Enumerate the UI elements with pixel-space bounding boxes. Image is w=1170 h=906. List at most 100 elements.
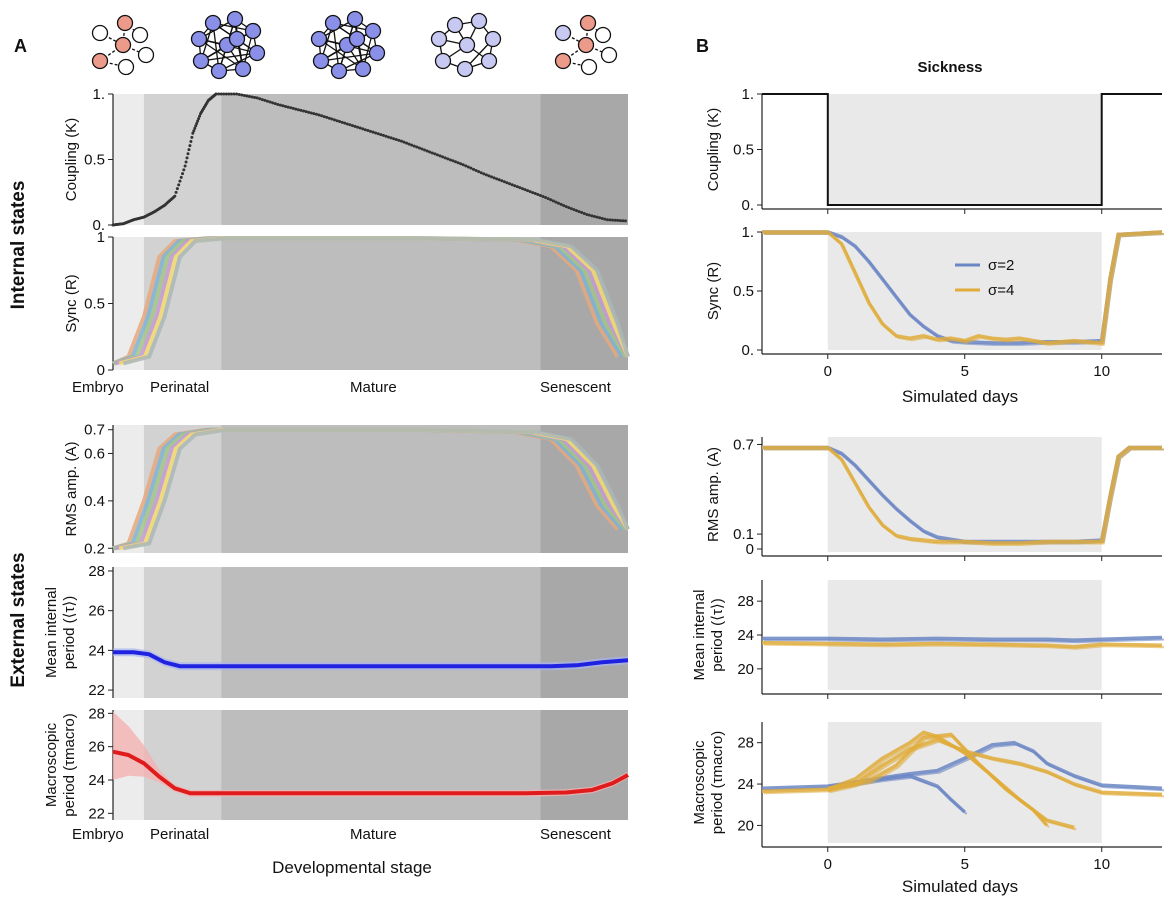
- plot-B-rms: 0.7 0.10 RMS amp. (A): [705, 436, 1164, 561]
- network-node: [430, 30, 448, 48]
- data-point: [484, 173, 488, 177]
- data-point: [559, 202, 563, 206]
- data-point: [528, 190, 532, 194]
- network-edge: [122, 22, 126, 46]
- y-axis-title: Sync (R): [705, 262, 722, 320]
- network-node: [600, 46, 618, 64]
- data-point: [371, 130, 375, 134]
- stage-label-embryo-bottom: Embryo: [72, 826, 124, 843]
- data-point: [240, 93, 244, 97]
- network-node: [324, 14, 342, 32]
- data-point: [263, 98, 267, 102]
- internal-states-label: Internal states: [8, 181, 29, 310]
- y-tick-label: 0.5: [733, 142, 754, 159]
- data-point: [284, 104, 288, 108]
- y-tick-label: 20: [737, 817, 754, 834]
- network-node: [577, 36, 595, 54]
- data-point: [327, 116, 331, 120]
- network-node: [330, 62, 348, 80]
- data-point: [600, 216, 604, 220]
- network-node: [368, 44, 386, 62]
- data-point: [271, 101, 275, 105]
- data-point: [268, 100, 272, 104]
- series-line: [827, 737, 1163, 797]
- sickness-band: [827, 94, 1102, 205]
- data-point: [582, 212, 586, 216]
- data-point: [179, 175, 183, 179]
- data-point: [174, 190, 178, 194]
- panel-b: 1. 0.5 0. Coupling (K) 0 5 10 1. 0.5 0. Sync (R) 0.…: [691, 86, 1165, 873]
- stage-label-mature-bottom: Mature: [350, 826, 397, 843]
- stage-band: [113, 567, 144, 698]
- data-point: [229, 92, 233, 96]
- y-tick-label: 0.5: [733, 283, 754, 300]
- series-line-replicate: [764, 448, 1164, 546]
- data-point: [492, 176, 496, 180]
- data-point: [551, 199, 555, 203]
- data-point: [562, 204, 566, 208]
- data-point: [317, 113, 321, 117]
- y-tick-label: 0.1: [733, 526, 754, 543]
- series-line: [762, 635, 1163, 642]
- network-node: [210, 62, 228, 80]
- data-point: [384, 134, 388, 138]
- data-point: [237, 92, 241, 96]
- y-tick-label: 0.7: [733, 436, 754, 453]
- data-point: [420, 147, 424, 151]
- data-point: [443, 156, 447, 160]
- data-point: [508, 182, 512, 186]
- data-point: [330, 117, 334, 121]
- x-tick-label: 10: [1093, 363, 1110, 380]
- data-point: [616, 218, 620, 222]
- data-point: [474, 168, 478, 172]
- data-point: [183, 164, 187, 168]
- data-point: [338, 120, 342, 124]
- data-point: [611, 218, 615, 222]
- data-point: [296, 108, 300, 112]
- b-sync-x-axis-title: Simulated days: [902, 387, 1018, 406]
- series-line: [112, 749, 629, 796]
- data-point: [487, 174, 491, 178]
- data-point: [569, 207, 573, 211]
- data-point: [482, 172, 486, 176]
- data-point: [464, 164, 468, 168]
- network-senescent: [554, 14, 618, 76]
- data-point: [188, 144, 192, 148]
- y-tick-label: 0.5: [84, 152, 105, 169]
- y-tick-label: 24: [88, 642, 105, 659]
- network-node: [470, 12, 488, 30]
- data-point: [495, 177, 499, 181]
- data-point: [266, 99, 269, 103]
- y-tick-label: 26: [88, 739, 105, 756]
- data-point: [554, 200, 558, 204]
- data-point: [587, 213, 591, 217]
- data-point: [381, 133, 385, 137]
- y-axis-title-2: period (⟨τ⟩): [709, 598, 726, 671]
- network-node: [117, 58, 135, 76]
- y-tick-label: 0.: [741, 197, 754, 214]
- y-tick-label: 0.5: [84, 296, 105, 313]
- b-title: Sickness: [917, 59, 982, 76]
- y-axis-title: RMS amp. (A): [63, 441, 80, 536]
- data-point: [479, 171, 483, 175]
- data-point: [608, 218, 612, 222]
- series-line: [761, 640, 1163, 649]
- data-point: [294, 107, 298, 111]
- stage-label-mature: Mature: [350, 379, 397, 396]
- network-node: [114, 36, 132, 54]
- panel-letter-a: A: [14, 36, 27, 56]
- series-line-replicate: [764, 638, 1165, 644]
- legend-label-sigma2: σ=2: [988, 257, 1014, 274]
- b-macro-x-axis-title: Simulated days: [902, 877, 1018, 896]
- y-tick-label: 1.: [92, 86, 105, 103]
- data-point: [185, 156, 189, 160]
- data-point: [536, 193, 540, 197]
- network-node: [190, 30, 208, 48]
- panel-letter-b: B: [696, 36, 709, 56]
- data-point: [286, 105, 290, 109]
- stage-band: [113, 94, 144, 225]
- y-tick-label: 20: [737, 661, 754, 678]
- data-point: [227, 92, 231, 96]
- network-edge: [585, 22, 589, 46]
- y-axis-title-2: period (τmacro): [61, 713, 78, 816]
